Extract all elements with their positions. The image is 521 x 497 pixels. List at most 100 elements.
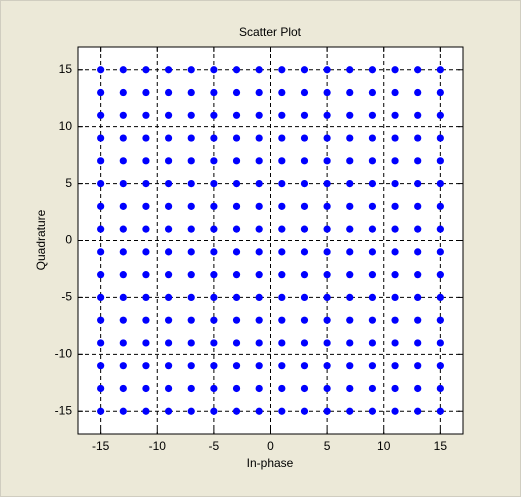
- point: [346, 248, 354, 256]
- point: [187, 179, 195, 188]
- point: [391, 134, 399, 142]
- point: [368, 407, 377, 415]
- point: [255, 66, 263, 74]
- point: [97, 384, 105, 393]
- point: [278, 157, 286, 165]
- x-tick-label: -5: [209, 439, 220, 453]
- y-tick-label: 0: [65, 233, 72, 247]
- point: [346, 407, 354, 415]
- point: [232, 88, 241, 97]
- point: [255, 362, 263, 370]
- point: [278, 179, 286, 188]
- point: [368, 157, 377, 165]
- point: [97, 293, 105, 302]
- point: [346, 111, 354, 119]
- point: [97, 157, 105, 165]
- point: [368, 111, 377, 119]
- point: [391, 271, 399, 279]
- point: [436, 134, 444, 142]
- point: [436, 293, 444, 302]
- point: [187, 202, 195, 210]
- point: [346, 316, 354, 324]
- point: [323, 362, 331, 370]
- point: [323, 66, 331, 74]
- point: [255, 111, 263, 119]
- point: [164, 225, 173, 233]
- point: [436, 384, 444, 393]
- point: [323, 179, 331, 188]
- point: [97, 66, 105, 74]
- point: [368, 384, 377, 393]
- point: [255, 316, 263, 324]
- point: [300, 248, 309, 256]
- point: [323, 316, 331, 324]
- point: [436, 111, 444, 119]
- point: [300, 111, 309, 119]
- point: [300, 316, 309, 324]
- point: [164, 339, 173, 347]
- point: [255, 134, 263, 142]
- point: [97, 248, 105, 256]
- point: [278, 293, 286, 302]
- point: [97, 271, 105, 279]
- point: [323, 339, 331, 347]
- point: [436, 225, 444, 233]
- point: [346, 134, 354, 142]
- point: [119, 202, 127, 210]
- point: [119, 66, 127, 74]
- point: [391, 316, 399, 324]
- point: [142, 362, 150, 370]
- y-tick-label: 10: [59, 119, 73, 133]
- point: [164, 248, 173, 256]
- point: [414, 134, 422, 142]
- chart-title: Scatter Plot: [239, 25, 302, 39]
- point: [391, 202, 399, 210]
- point: [278, 407, 286, 415]
- point: [436, 66, 444, 74]
- point: [142, 225, 150, 233]
- point: [232, 384, 241, 393]
- x-tick-label: 10: [377, 439, 391, 453]
- point: [119, 384, 127, 393]
- point: [391, 384, 399, 393]
- point: [391, 362, 399, 370]
- point: [210, 134, 218, 142]
- point: [323, 248, 331, 256]
- point: [300, 407, 309, 415]
- point: [119, 316, 127, 324]
- point: [346, 179, 354, 188]
- point: [323, 111, 331, 119]
- point: [436, 362, 444, 370]
- point: [391, 248, 399, 256]
- point: [300, 179, 309, 188]
- point: [436, 248, 444, 256]
- point: [346, 66, 354, 74]
- point: [414, 202, 422, 210]
- point: [391, 179, 399, 188]
- point: [278, 66, 286, 74]
- point: [119, 271, 127, 279]
- point: [232, 134, 241, 142]
- x-tick-label: 0: [267, 439, 274, 453]
- point: [164, 134, 173, 142]
- point: [255, 202, 263, 210]
- point: [232, 248, 241, 256]
- point: [164, 88, 173, 97]
- point: [414, 248, 422, 256]
- point: [255, 225, 263, 233]
- point: [414, 179, 422, 188]
- point: [414, 316, 422, 324]
- point: [210, 407, 218, 415]
- point: [278, 134, 286, 142]
- y-axis-label: Quadrature: [34, 209, 48, 270]
- point: [187, 134, 195, 142]
- point: [414, 66, 422, 74]
- point: [300, 339, 309, 347]
- point: [278, 248, 286, 256]
- point: [142, 202, 150, 210]
- point: [187, 271, 195, 279]
- point: [346, 88, 354, 97]
- point: [323, 271, 331, 279]
